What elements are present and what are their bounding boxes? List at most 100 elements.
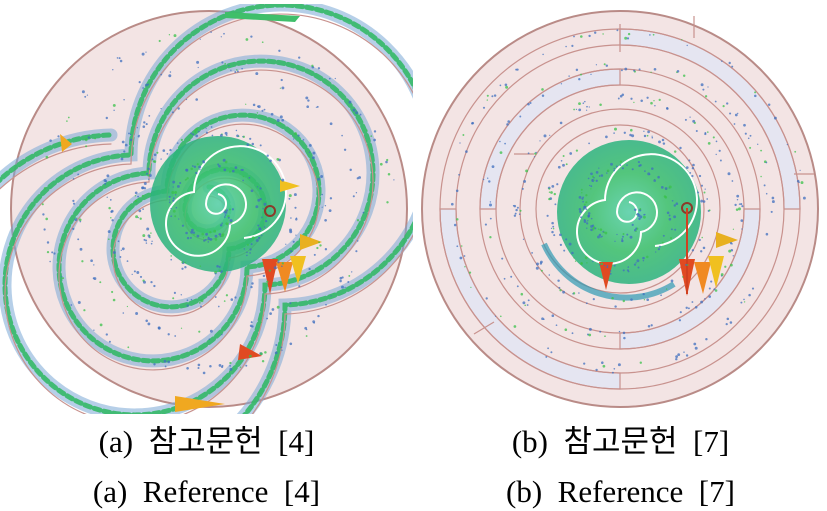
particle-dot — [518, 213, 521, 215]
particle-dot — [207, 241, 210, 243]
particle-dot — [189, 236, 192, 239]
particle-dot — [245, 103, 247, 105]
particle-dot — [459, 142, 461, 144]
particle-dot — [160, 158, 162, 160]
particle-dot — [575, 68, 579, 72]
particle-dot — [219, 223, 223, 227]
particle-dot — [168, 201, 171, 204]
particle-dot — [622, 235, 624, 238]
particle-dot — [173, 291, 176, 294]
particle-dot — [171, 111, 174, 114]
particle-dot — [485, 297, 488, 300]
particle-dot — [313, 253, 316, 256]
particle-dot — [740, 301, 743, 304]
particle-dot — [109, 199, 112, 201]
particle-dot — [581, 192, 583, 194]
particle-dot — [245, 364, 248, 367]
particle-dot — [662, 142, 666, 145]
particle-dot — [686, 44, 688, 47]
particle-dot — [316, 246, 319, 250]
particle-dot — [551, 230, 554, 234]
particle-dot — [141, 186, 144, 190]
particle-dot — [621, 238, 624, 240]
particle-dot — [586, 222, 589, 225]
particle-dot — [198, 130, 200, 133]
particle-dot — [249, 137, 252, 140]
particle-dot — [468, 271, 472, 274]
particle-dot — [609, 270, 612, 272]
particle-dot — [108, 206, 111, 210]
particle-dot — [297, 134, 300, 137]
particle-dot — [241, 67, 243, 70]
particle-dot — [763, 184, 766, 187]
particle-dot — [184, 179, 187, 181]
particle-dot — [731, 65, 734, 68]
particle-dot — [311, 156, 315, 160]
channel-walls-b — [439, 16, 814, 390]
particle-dot — [188, 139, 191, 142]
particle-dot — [685, 263, 688, 266]
particle-dot — [249, 252, 251, 254]
particle-dot — [462, 134, 465, 136]
particle-dot — [260, 234, 263, 237]
particle-dot — [765, 161, 768, 164]
particle-dot — [278, 49, 281, 52]
particle-dot — [250, 285, 253, 289]
particle-dot — [295, 234, 297, 236]
particle-dot — [180, 138, 183, 141]
particle-dot — [529, 102, 532, 104]
particle-dot — [373, 130, 377, 133]
particle-dot — [521, 187, 524, 190]
particle-dot — [706, 198, 709, 200]
particle-dot — [172, 180, 176, 184]
particle-dot — [308, 267, 311, 271]
particle-dot — [46, 250, 50, 254]
particle-dot — [649, 34, 651, 36]
particle-dot — [574, 260, 577, 262]
particle-dot — [550, 191, 553, 194]
particle-dot — [554, 203, 557, 206]
particle-dot — [355, 250, 358, 253]
particle-dot — [686, 264, 689, 266]
particle-dot — [605, 64, 609, 67]
particle-dot — [190, 298, 193, 301]
particle-dot — [329, 197, 333, 200]
particle-dot — [630, 298, 633, 301]
particle-dot — [578, 102, 581, 106]
particle-dot — [177, 107, 180, 110]
particle-dot — [280, 78, 283, 82]
particle-dot — [305, 96, 309, 100]
particle-dot — [86, 94, 89, 96]
particle-dot — [181, 267, 184, 270]
particle-dot — [704, 188, 706, 190]
particle-dot — [142, 208, 144, 210]
particle-dot — [494, 315, 497, 317]
particle-dot — [77, 301, 81, 304]
particle-dot — [170, 207, 172, 210]
particle-dot — [683, 351, 685, 353]
particle-dot — [318, 241, 320, 244]
particle-dot — [202, 160, 205, 163]
particle-dot — [362, 211, 365, 214]
particle-dot — [235, 69, 238, 71]
particle-dot — [92, 277, 95, 280]
particle-dot — [386, 158, 389, 162]
particle-dot — [482, 106, 486, 109]
particle-dot — [317, 67, 321, 70]
particle-dot — [315, 106, 318, 108]
particle-dot — [712, 136, 715, 139]
particle-dot — [240, 168, 243, 171]
particle-dot — [674, 228, 677, 231]
particle-dot — [186, 304, 189, 307]
particle-dot — [592, 297, 595, 301]
particle-dot — [108, 340, 111, 343]
particle-dot — [527, 102, 530, 106]
particle-dot — [654, 104, 656, 107]
particle-dot — [243, 248, 245, 250]
particle-dot — [130, 133, 132, 136]
particle-dot — [259, 144, 262, 147]
particle-dot — [328, 209, 332, 213]
particle-dot — [701, 236, 703, 239]
particle-dot — [266, 280, 269, 283]
particle-dot — [126, 260, 129, 262]
